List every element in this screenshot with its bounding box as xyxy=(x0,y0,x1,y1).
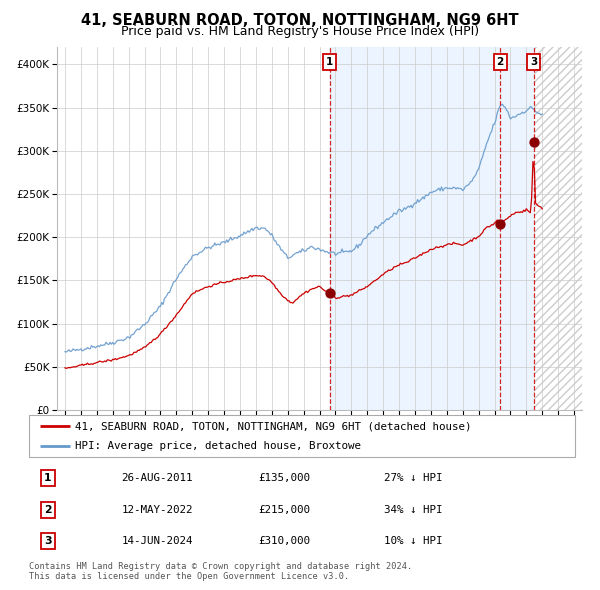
Text: £215,000: £215,000 xyxy=(258,505,310,514)
Text: HPI: Average price, detached house, Broxtowe: HPI: Average price, detached house, Brox… xyxy=(75,441,361,451)
Text: 1: 1 xyxy=(44,473,52,483)
Text: Price paid vs. HM Land Registry's House Price Index (HPI): Price paid vs. HM Land Registry's House … xyxy=(121,25,479,38)
Text: 14-JUN-2024: 14-JUN-2024 xyxy=(122,536,193,546)
Text: 34% ↓ HPI: 34% ↓ HPI xyxy=(384,505,442,514)
Text: 41, SEABURN ROAD, TOTON, NOTTINGHAM, NG9 6HT (detached house): 41, SEABURN ROAD, TOTON, NOTTINGHAM, NG9… xyxy=(75,421,472,431)
Text: 3: 3 xyxy=(530,57,537,67)
Text: 2: 2 xyxy=(497,57,504,67)
Bar xyxy=(533,47,582,410)
Text: Contains HM Land Registry data © Crown copyright and database right 2024.: Contains HM Land Registry data © Crown c… xyxy=(29,562,412,571)
Point xyxy=(529,137,538,147)
Text: 1: 1 xyxy=(326,57,334,67)
Text: 12-MAY-2022: 12-MAY-2022 xyxy=(122,505,193,514)
Bar xyxy=(533,47,582,410)
Text: 26-AUG-2011: 26-AUG-2011 xyxy=(122,473,193,483)
Bar xyxy=(330,47,533,410)
Text: 3: 3 xyxy=(44,536,52,546)
Point xyxy=(496,219,505,229)
Point xyxy=(325,289,335,298)
Text: 2: 2 xyxy=(44,505,52,514)
Text: £135,000: £135,000 xyxy=(258,473,310,483)
Text: 27% ↓ HPI: 27% ↓ HPI xyxy=(384,473,442,483)
Text: £310,000: £310,000 xyxy=(258,536,310,546)
FancyBboxPatch shape xyxy=(29,415,575,457)
Text: 41, SEABURN ROAD, TOTON, NOTTINGHAM, NG9 6HT: 41, SEABURN ROAD, TOTON, NOTTINGHAM, NG9… xyxy=(81,13,519,28)
Text: 10% ↓ HPI: 10% ↓ HPI xyxy=(384,536,442,546)
Text: This data is licensed under the Open Government Licence v3.0.: This data is licensed under the Open Gov… xyxy=(29,572,349,581)
